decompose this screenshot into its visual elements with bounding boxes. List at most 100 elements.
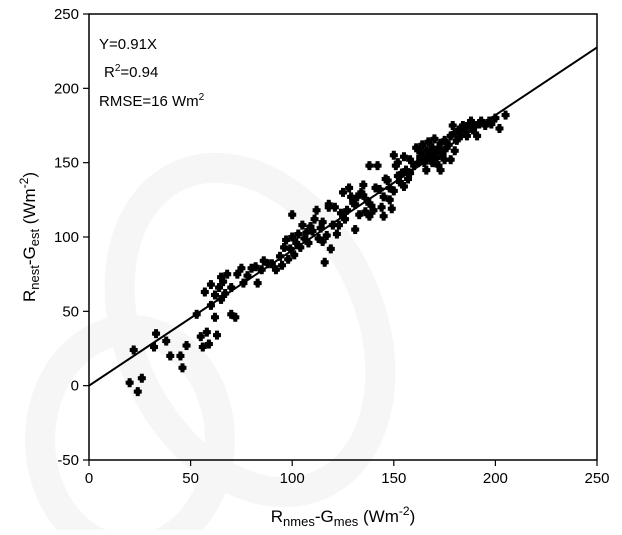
data-point xyxy=(332,229,341,239)
data-point xyxy=(495,123,504,133)
y-tick-label: 250 xyxy=(54,6,79,23)
data-point xyxy=(198,342,207,352)
data-point xyxy=(473,131,482,141)
data-point xyxy=(322,231,331,241)
y-tick-label: 150 xyxy=(54,155,79,172)
data-point xyxy=(393,158,402,168)
regression-line xyxy=(88,46,598,387)
data-point xyxy=(377,202,386,212)
y-tick-label: 200 xyxy=(54,80,79,97)
data-point xyxy=(213,330,222,340)
data-point xyxy=(302,228,311,238)
data-point xyxy=(288,210,297,220)
watermark xyxy=(25,152,396,535)
x-tick-label: 200 xyxy=(483,470,508,487)
data-point xyxy=(182,341,191,351)
data-point xyxy=(280,242,289,252)
data-point xyxy=(200,287,209,297)
data-point xyxy=(467,116,476,126)
data-point xyxy=(326,244,335,254)
data-point xyxy=(373,161,382,171)
y-tick-label: 50 xyxy=(62,303,79,320)
data-point xyxy=(125,378,134,388)
data-point xyxy=(448,121,457,130)
data-point xyxy=(428,158,437,168)
data-point xyxy=(318,236,327,246)
data-point xyxy=(251,262,260,272)
data-point xyxy=(355,210,364,220)
data-point xyxy=(237,263,246,273)
data-point xyxy=(288,232,297,242)
data-point xyxy=(166,351,175,361)
rmse-annotation: RMSE=16 Wm2 xyxy=(99,92,205,110)
y-tick-label: -50 xyxy=(57,452,79,469)
data-point xyxy=(129,345,138,355)
x-axis-title: Rnmes-Gmes (Wm-2) xyxy=(271,504,415,529)
data-point xyxy=(320,257,329,267)
data-point xyxy=(351,199,360,209)
r2-annotation: R2=0.94 xyxy=(104,63,158,81)
data-point xyxy=(365,161,374,171)
data-point xyxy=(418,140,427,150)
data-point xyxy=(310,214,319,224)
data-point xyxy=(210,290,219,300)
data-point xyxy=(432,153,441,163)
data-point xyxy=(215,283,224,293)
data-point xyxy=(290,250,299,260)
data-point xyxy=(206,280,215,290)
data-point xyxy=(365,211,374,221)
data-point xyxy=(387,204,396,214)
data-point xyxy=(436,165,445,175)
data-point xyxy=(440,135,449,145)
data-point xyxy=(318,217,327,227)
data-point xyxy=(243,271,252,281)
data-point xyxy=(150,342,159,352)
data-point xyxy=(406,155,415,165)
data-point xyxy=(399,181,408,191)
x-tick-label: 250 xyxy=(584,470,609,487)
data-point xyxy=(424,137,433,147)
data-point xyxy=(133,387,142,397)
data-point xyxy=(430,134,439,144)
data-point xyxy=(450,146,459,156)
data-point xyxy=(162,336,171,346)
x-tick-label: 100 xyxy=(280,470,305,487)
data-point xyxy=(334,220,343,230)
data-point xyxy=(298,220,307,230)
y-tick-label: 0 xyxy=(71,378,79,395)
x-tick-label: 50 xyxy=(182,470,199,487)
data-point xyxy=(284,254,293,264)
data-point xyxy=(399,152,408,162)
data-point xyxy=(233,269,242,279)
data-point xyxy=(282,235,291,245)
data-point xyxy=(336,208,345,218)
data-point xyxy=(361,207,370,217)
data-point xyxy=(501,110,510,120)
data-point xyxy=(389,186,398,196)
data-point xyxy=(271,265,280,275)
data-point xyxy=(178,363,187,373)
data-point xyxy=(204,339,213,349)
data-point xyxy=(196,332,205,342)
data-point xyxy=(385,195,394,205)
data-point xyxy=(341,214,350,224)
data-point xyxy=(383,176,392,186)
equation-annotation: Y=0.91X xyxy=(99,36,157,53)
data-point xyxy=(137,373,146,383)
data-point xyxy=(308,226,317,236)
data-point xyxy=(379,192,388,202)
data-point xyxy=(412,143,421,153)
data-point xyxy=(278,260,287,270)
data-point xyxy=(416,147,425,157)
data-point xyxy=(219,277,228,287)
data-point xyxy=(152,329,161,339)
data-point xyxy=(253,278,262,288)
data-point xyxy=(487,119,496,129)
data-point xyxy=(379,211,388,221)
y-axis-ticks: -50 0 50 100 150 200 250 xyxy=(54,6,89,469)
y-axis-title: Rnest-Gest (Wm-2) xyxy=(17,172,42,302)
data-point xyxy=(359,190,368,200)
data-point xyxy=(345,183,354,193)
data-point xyxy=(210,312,219,322)
